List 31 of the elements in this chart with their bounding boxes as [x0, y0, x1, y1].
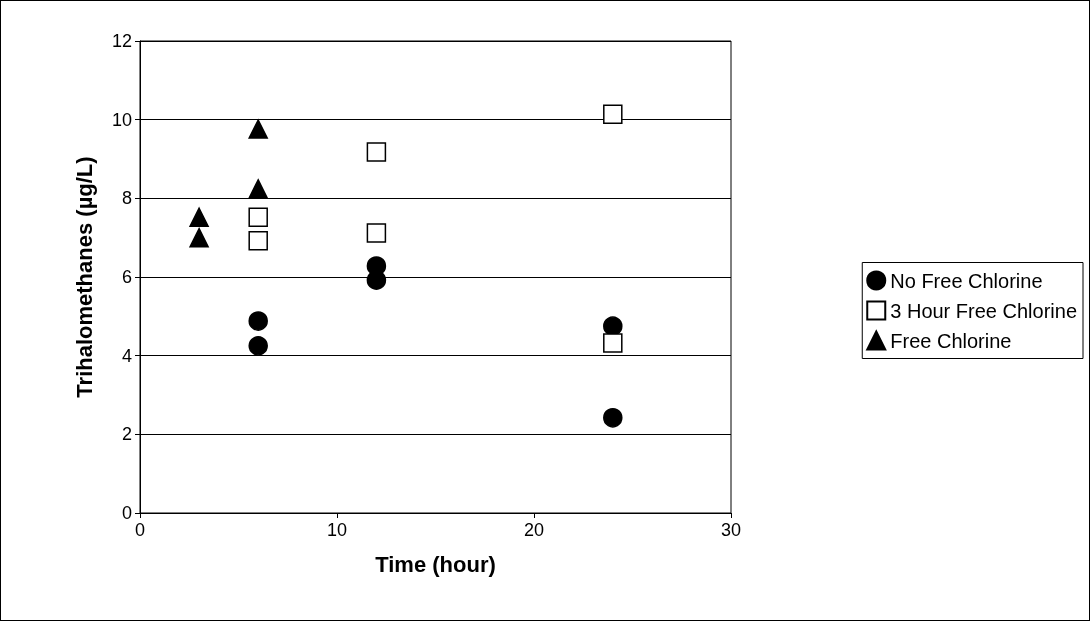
- legend-label: 3 Hour Free Chlorine: [890, 299, 1077, 322]
- point: [248, 179, 268, 199]
- y-tick-label: 4: [121, 345, 132, 366]
- point: [248, 231, 268, 251]
- point: [189, 207, 209, 227]
- point: [248, 311, 268, 331]
- point: [603, 104, 623, 124]
- point: [366, 142, 387, 162]
- x-tick-label: 10: [326, 520, 348, 540]
- point: [603, 333, 623, 353]
- y-tick-label: 12: [111, 31, 132, 51]
- point: [248, 119, 268, 139]
- x-axis-title: Time (hour): [375, 551, 496, 577]
- x-tick-label: 0: [134, 520, 146, 540]
- y-tick-label: 8: [121, 188, 132, 209]
- point: [248, 207, 268, 227]
- point: [603, 408, 623, 428]
- point: [366, 270, 387, 290]
- point: [189, 227, 209, 248]
- y-tick-label: 10: [111, 109, 132, 130]
- legend-label: No Free Chlorine: [890, 269, 1043, 292]
- point: [603, 316, 623, 336]
- legend-label: Free Chlorine: [890, 329, 1012, 352]
- point: [366, 223, 387, 243]
- y-tick-label: 6: [121, 267, 132, 287]
- point: [248, 336, 268, 356]
- x-tick-label: 20: [523, 520, 545, 540]
- y-tick-label: 0: [121, 503, 132, 523]
- y-axis-title: Trihalomethanes (µg/L): [71, 156, 97, 398]
- y-tick-label: 2: [121, 424, 132, 445]
- x-tick-label: 30: [720, 520, 742, 540]
